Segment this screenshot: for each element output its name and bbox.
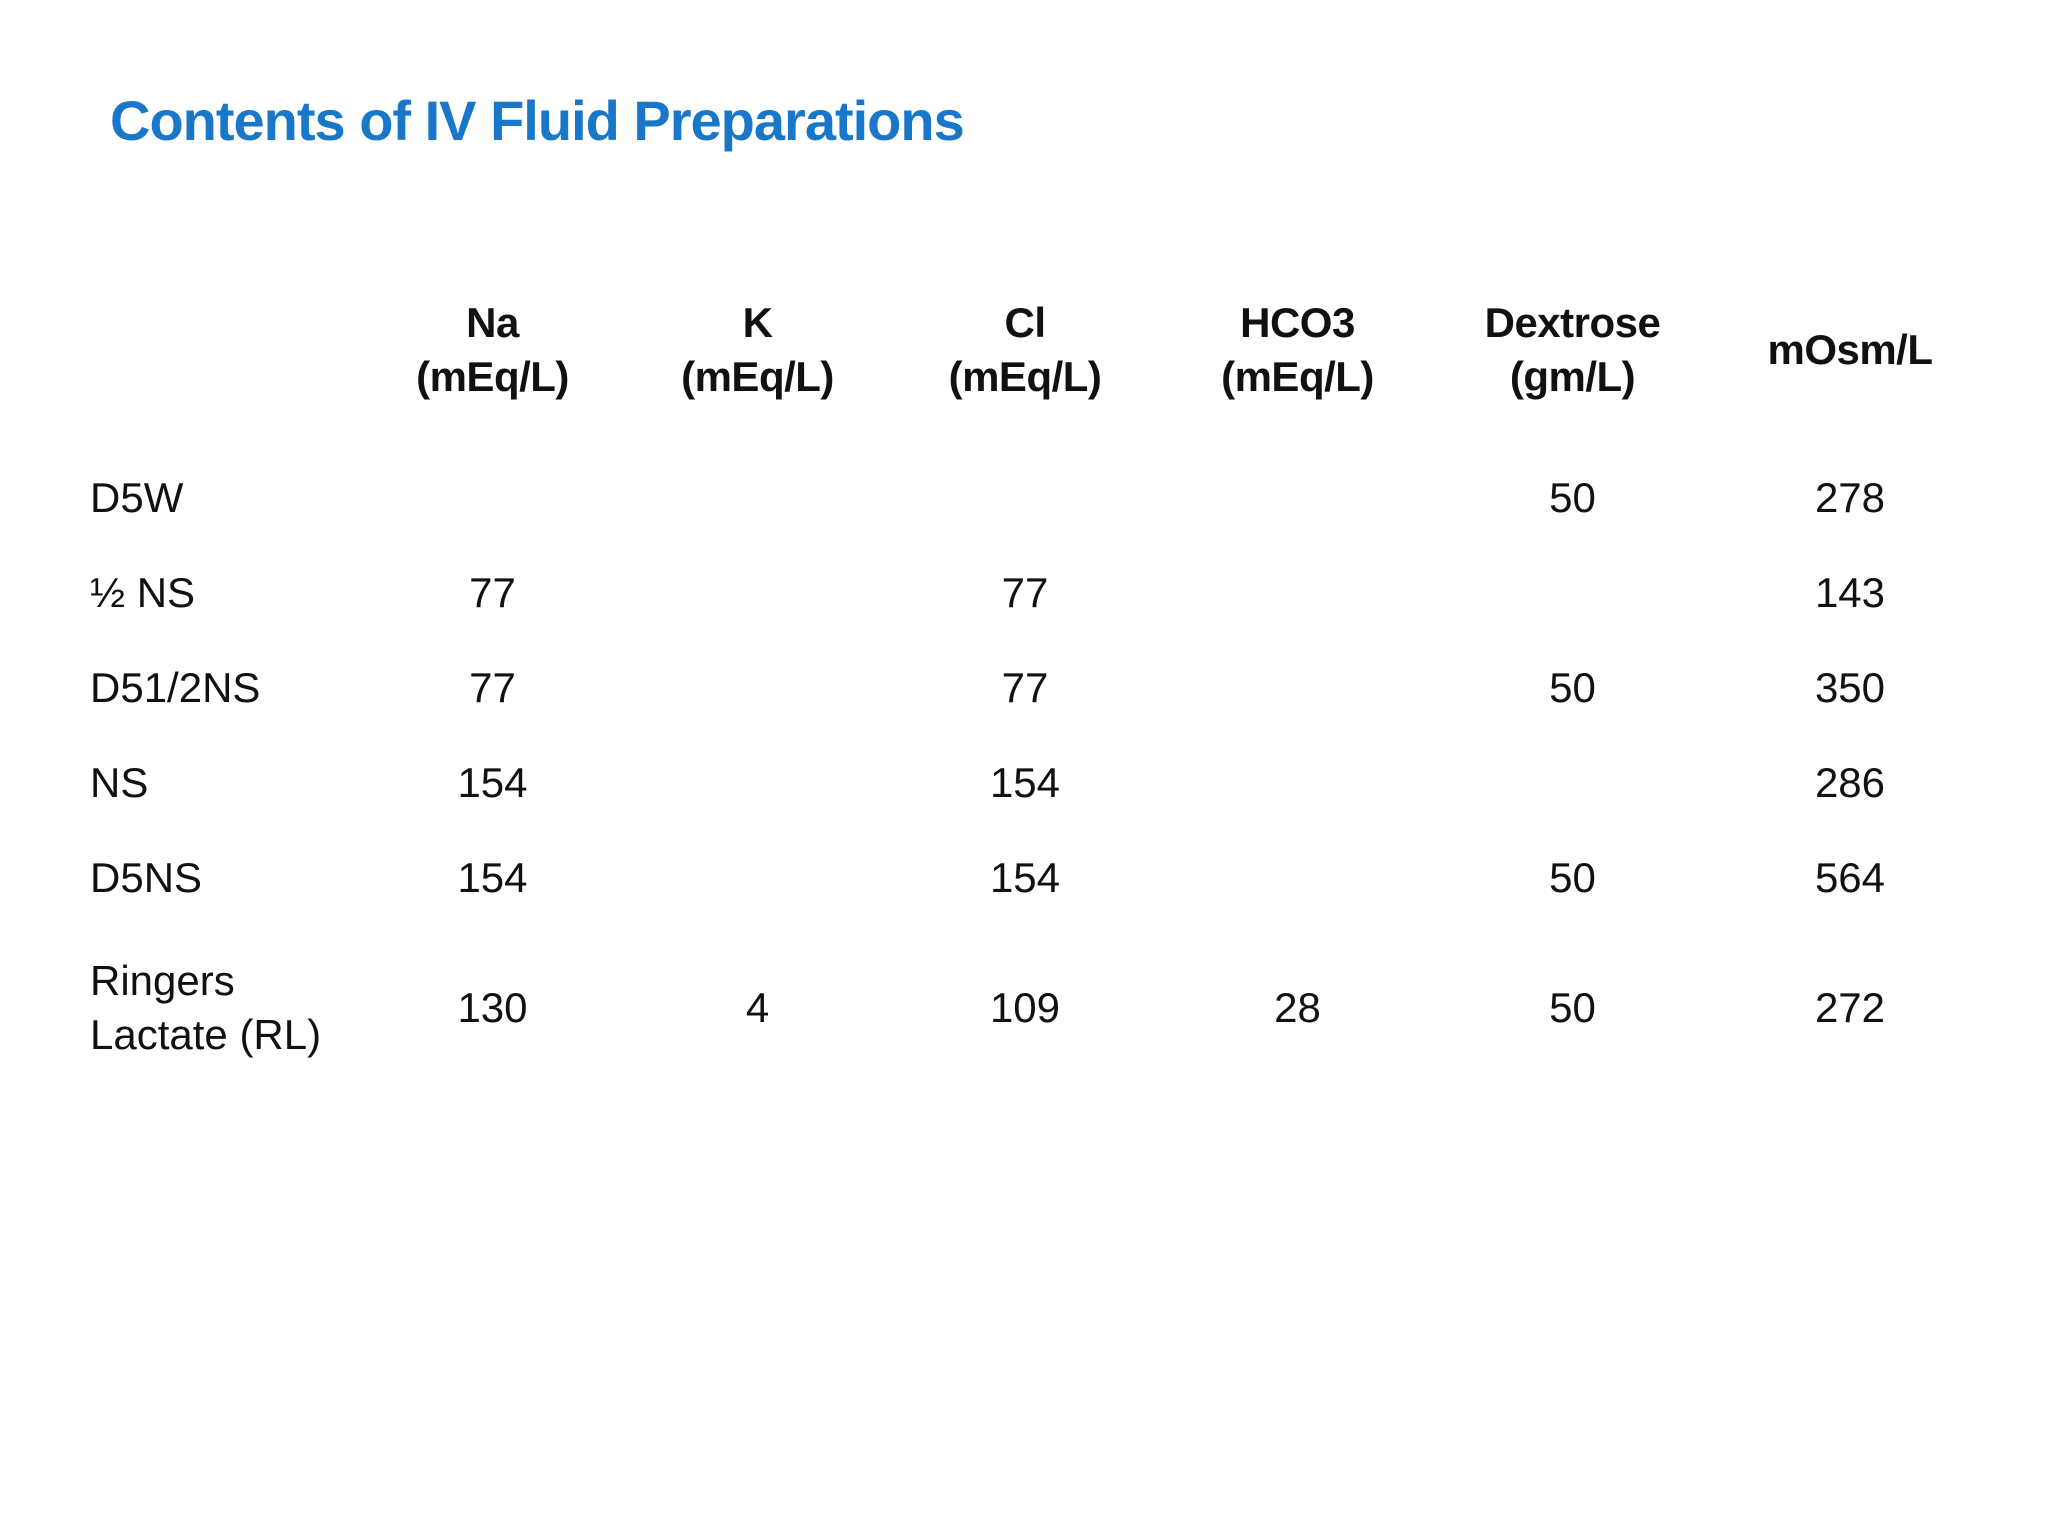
row-label-half-ns: ½ NS <box>90 568 196 616</box>
row-label-ringers-lactate: Ringers Lactate (RL) <box>90 956 322 1058</box>
column-header-mosm: mOsm/L <box>1710 250 1990 450</box>
row-label-ns: NS <box>90 758 149 806</box>
column-header-label: HCO3 <box>1240 299 1355 347</box>
cell-d5ns-mosm: 564 <box>1814 853 1886 901</box>
cell-half-ns-mosm: 143 <box>1814 568 1886 616</box>
iv-fluids-table: Na (mEq/L) K (mEq/L) Cl (mEq/L) HCO3 (mE… <box>90 250 1990 1090</box>
cell-d5w-k <box>625 450 890 545</box>
cell-half-ns-cl: 77 <box>1001 568 1049 616</box>
cell-rl-hco3: 28 <box>1274 983 1321 1031</box>
cell-half-ns-k <box>625 545 890 640</box>
cell-d5-half-ns-cl: 77 <box>1001 663 1049 711</box>
cell-ns-na: 154 <box>457 758 528 806</box>
cell-d5ns-na: 154 <box>457 853 528 901</box>
column-header-na: Na (mEq/L) <box>360 250 625 450</box>
cell-half-ns-dextrose <box>1435 545 1710 640</box>
column-header-cl: Cl (mEq/L) <box>890 250 1160 450</box>
cell-rl-mosm: 272 <box>1814 983 1886 1031</box>
cell-rl-dextrose: 50 <box>1549 983 1596 1031</box>
column-header-unit: (gm/L) <box>1509 353 1636 400</box>
column-header-label: Dextrose <box>1484 299 1661 347</box>
page-title: Contents of IV Fluid Preparations <box>110 89 965 152</box>
cell-half-ns-na: 77 <box>469 568 516 616</box>
cell-d5-half-ns-dextrose: 50 <box>1549 663 1596 711</box>
cell-ns-mosm: 286 <box>1814 758 1886 806</box>
cell-ns-hco3 <box>1160 735 1435 830</box>
column-header-label: Cl <box>1004 299 1047 347</box>
cell-d5w-cl <box>890 450 1160 545</box>
cell-d5-half-ns-hco3 <box>1160 640 1435 735</box>
column-header-unit: (mEq/L) <box>681 353 834 400</box>
column-header-unit: (mEq/L) <box>1221 353 1374 400</box>
cell-rl-cl: 109 <box>989 983 1061 1031</box>
cell-rl-na: 130 <box>457 983 528 1031</box>
cell-d5-half-ns-k <box>625 640 890 735</box>
cell-d5ns-cl: 154 <box>989 853 1061 901</box>
column-header-label: Na <box>466 299 519 347</box>
cell-half-ns-hco3 <box>1160 545 1435 640</box>
cell-d5-half-ns-mosm: 350 <box>1814 663 1886 711</box>
column-header-dextrose: Dextrose (gm/L) <box>1435 250 1710 450</box>
cell-rl-k: 4 <box>745 983 770 1031</box>
table-corner-cell <box>90 250 360 450</box>
cell-d5-half-ns-na: 77 <box>469 663 516 711</box>
row-label-d5-half-ns: D51/2NS <box>90 663 261 711</box>
cell-d5w-hco3 <box>1160 450 1435 545</box>
column-header-hco3: HCO3 (mEq/L) <box>1160 250 1435 450</box>
cell-d5ns-hco3 <box>1160 830 1435 925</box>
column-header-k: K (mEq/L) <box>625 250 890 450</box>
cell-ns-k <box>625 735 890 830</box>
cell-d5ns-k <box>625 830 890 925</box>
cell-d5ns-dextrose: 50 <box>1549 853 1596 901</box>
cell-d5w-mosm: 278 <box>1814 473 1886 521</box>
cell-ns-cl: 154 <box>989 758 1061 806</box>
row-label-d5ns: D5NS <box>90 853 203 901</box>
column-header-label: K <box>742 299 773 347</box>
column-header-unit: (mEq/L) <box>948 353 1102 400</box>
cell-d5w-dextrose: 50 <box>1549 473 1596 521</box>
column-header-label: mOsm/L <box>1767 326 1933 374</box>
cell-d5w-na <box>360 450 625 545</box>
row-label-d5w: D5W <box>90 473 184 521</box>
column-header-unit: (mEq/L) <box>416 353 569 400</box>
cell-ns-dextrose <box>1435 735 1710 830</box>
